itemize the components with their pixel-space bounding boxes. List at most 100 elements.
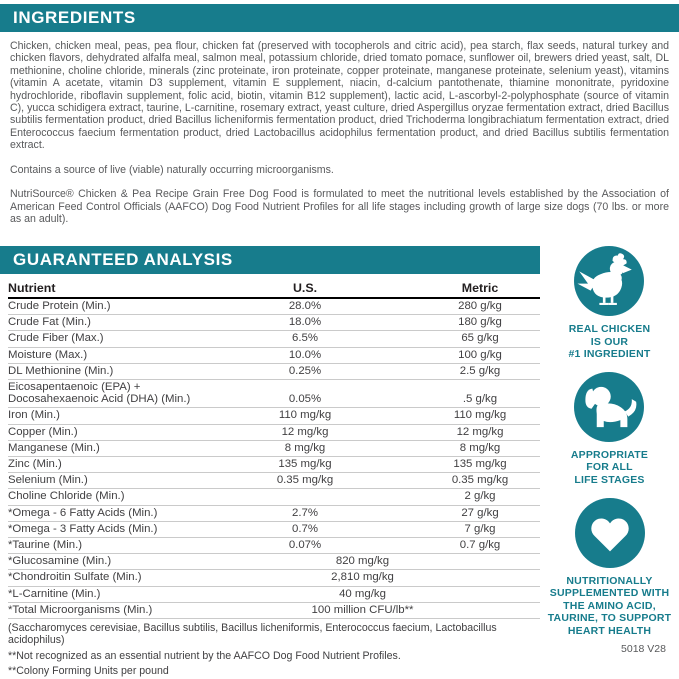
life-stages-badge-label: APPROPRIATE FOR ALL LIFE STAGES (570, 448, 649, 486)
table-row: Zinc (Min.) 135 mg/kg 135 mg/kg (8, 457, 540, 474)
heart-icon (574, 497, 645, 568)
table-row: Selenium (Min.) 0.35 mg/kg 0.35 mg/kg (8, 473, 540, 490)
analysis-header-bar: GUARANTEED ANALYSIS (0, 246, 540, 275)
footnote-species: (Saccharomyces cerevisiae, Bacillus subt… (8, 622, 497, 647)
table-row: Crude Fiber (Max.) 6.5% 65 g/kg (8, 331, 540, 348)
guaranteed-analysis-section: GUARANTEED ANALYSIS Nutrient U.S. Metric… (0, 246, 540, 677)
nutrient-name: Moisture (Max.) (8, 348, 88, 361)
table-header-row: Nutrient U.S. Metric (8, 281, 540, 300)
nutrient-name: Iron (Min.) (8, 409, 60, 422)
column-header-metric: Metric (461, 281, 499, 296)
ingredients-title: INGREDIENTS (13, 8, 136, 27)
table-row: Crude Protein (Min.) 28.0% 280 g/kg (8, 299, 540, 316)
nutrient-value-us: 0.07% (288, 539, 322, 552)
table-row: Moisture (Max.) 10.0% 100 g/kg (8, 348, 540, 364)
nutrient-value-us: 18.0% (288, 316, 322, 329)
nutrient-value-metric: 65 g/kg (461, 332, 499, 345)
nutrient-name: *Omega - 3 Fatty Acids (Min.) (8, 522, 158, 535)
nutrient-value-span: 40 mg/kg (339, 587, 386, 600)
nutrient-name: Choline Chloride (Min.) (8, 490, 125, 503)
ingredients-body: Chicken, chicken meal, peas, pea flour, … (10, 40, 669, 152)
nutrient-value-metric: 180 g/kg (458, 316, 502, 329)
nutrient-name: *Taurine (Min.) (8, 539, 83, 552)
nutrient-value-metric: 2.5 g/kg (459, 364, 501, 377)
nutrient-value-span: 100 million CFU/lb** (311, 603, 414, 616)
analysis-title: GUARANTEED ANALYSIS (13, 250, 233, 270)
analysis-table-body: Crude Protein (Min.) 28.0% 280 g/kg Crude F… (8, 299, 540, 620)
nutrient-value-us: 12 mg/kg (281, 425, 329, 438)
nutrient-name: Selenium (Min.) (8, 474, 88, 487)
aafco-statement: NutriSource® Chicken & Pea Recipe Grain … (10, 188, 669, 226)
nutrient-value-us: 0.35 mg/kg (276, 474, 334, 487)
table-row: Crude Fat (Min.) 18.0% 180 g/kg (8, 315, 540, 332)
chicken-icon (574, 246, 645, 317)
lower-section: GUARANTEED ANALYSIS Nutrient U.S. Metric… (0, 246, 679, 677)
nutrient-value-metric: 135 mg/kg (453, 458, 507, 471)
nutrient-value-us: 110 mg/kg (278, 409, 332, 422)
nutrient-name: Crude Fiber (Max.) (8, 332, 104, 345)
table-row: *Omega - 3 Fatty Acids (Min.) 0.7% 7 g/kg (8, 522, 540, 539)
nutrient-value-us: 0.7% (292, 522, 318, 535)
table-row: *Glucosamine (Min.) 820 mg/kg (8, 554, 540, 571)
table-row: Choline Chloride (Min.) 2 g/kg (8, 489, 540, 506)
nutrient-value-us: 0.25% (288, 364, 322, 377)
dog-icon (574, 371, 645, 442)
nutrient-name: Eicosapentaenoic (EPA) + Docosahexaenoic… (8, 381, 191, 406)
table-row: Copper (Min.) 12 mg/kg 12 mg/kg (8, 425, 540, 441)
nutrient-value-us: 2.7% (292, 506, 318, 519)
nutrient-value-us: 8 mg/kg (284, 441, 326, 454)
nutrient-value-metric: 100 g/kg (458, 348, 502, 361)
badge-sidebar: REAL CHICKEN IS OUR #1 INGREDIENT APPROP… (540, 246, 679, 677)
table-row: *Total Microorganisms (Min.) 100 million … (8, 603, 540, 620)
table-row: *Omega - 6 Fatty Acids (Min.) 2.7% 27 g/kg (8, 506, 540, 522)
nutrient-value-metric: 0.35 mg/kg (451, 474, 509, 487)
nutrient-value-us: 6.5% (292, 332, 318, 345)
nutrient-value-metric: 12 mg/kg (456, 425, 504, 438)
life-stages-badge: APPROPRIATE FOR ALL LIFE STAGES (570, 371, 649, 487)
nutrient-value-us: 135 mg/kg (278, 458, 332, 471)
heart-health-badge: NUTRITIONALLY SUPPLEMENTED WITH THE AMIN… (547, 497, 672, 638)
nutrient-value-metric: 8 mg/kg (459, 441, 501, 454)
nutrient-value-metric: 280 g/kg (458, 300, 502, 313)
nutrient-name: *Total Microorganisms (Min.) (8, 603, 153, 616)
nutrient-name: *L-Carnitine (Min.) (8, 587, 101, 600)
nutrient-name: DL Methionine (Min.) (8, 364, 114, 377)
nutrient-name: Zinc (Min.) (8, 458, 62, 471)
nutrient-name: *Chondroitin Sulfate (Min.) (8, 571, 142, 584)
nutrient-value-metric: 0.7 g/kg (459, 539, 501, 552)
nutrient-name: Crude Protein (Min.) (8, 300, 111, 313)
microorganisms-note: Contains a source of live (viable) natur… (10, 163, 334, 176)
nutrient-value-us: 0.05% (288, 393, 322, 406)
footnote-cfu: **Colony Forming Units per pound (8, 664, 169, 677)
nutrient-name: Copper (Min.) (8, 425, 78, 438)
chicken-badge: REAL CHICKEN IS OUR #1 INGREDIENT (569, 246, 651, 361)
nutrient-value-metric: 7 g/kg (464, 522, 496, 535)
version-code: 5018 V28 (621, 642, 666, 655)
table-row: DL Methionine (Min.) 0.25% 2.5 g/kg (8, 364, 540, 381)
table-row: Iron (Min.) 110 mg/kg 110 mg/kg (8, 408, 540, 425)
nutrient-value-metric: 2 g/kg (464, 490, 496, 503)
nutrient-value-us: 28.0% (288, 300, 322, 313)
table-row: *Taurine (Min.) 0.07% 0.7 g/kg (8, 538, 540, 555)
nutrient-name: *Omega - 6 Fatty Acids (Min.) (8, 506, 158, 519)
footnote-aafco: **Not recognized as an essential nutrien… (8, 649, 401, 662)
nutrient-value-metric: 27 g/kg (461, 506, 499, 519)
nutrient-value-us: 10.0% (288, 348, 322, 361)
nutrient-value-metric: 110 mg/kg (453, 409, 507, 422)
analysis-table: Nutrient U.S. Metric Crude Protein (Min.… (8, 281, 540, 620)
column-header-nutrient: Nutrient (8, 281, 56, 296)
nutrient-value-metric: .5 g/kg (462, 393, 498, 406)
table-row: *L-Carnitine (Min.) 40 mg/kg (8, 587, 540, 603)
table-row: Eicosapentaenoic (EPA) + Docosahexaenoic… (8, 380, 540, 409)
nutrient-value-span: 2,810 mg/kg (331, 571, 394, 584)
table-row: *Chondroitin Sulfate (Min.) 2,810 mg/kg (8, 570, 540, 587)
column-header-us: U.S. (292, 281, 318, 296)
heart-health-badge-label: NUTRITIONALLY SUPPLEMENTED WITH THE AMIN… (547, 574, 672, 637)
ingredients-header-bar: INGREDIENTS (0, 4, 679, 32)
table-row: Manganese (Min.) 8 mg/kg 8 mg/kg (8, 441, 540, 458)
nutrient-name: Crude Fat (Min.) (8, 316, 91, 329)
nutrient-value-span: 820 mg/kg (335, 555, 390, 568)
chicken-badge-label: REAL CHICKEN IS OUR #1 INGREDIENT (568, 323, 651, 361)
nutrient-name: Manganese (Min.) (8, 441, 100, 454)
